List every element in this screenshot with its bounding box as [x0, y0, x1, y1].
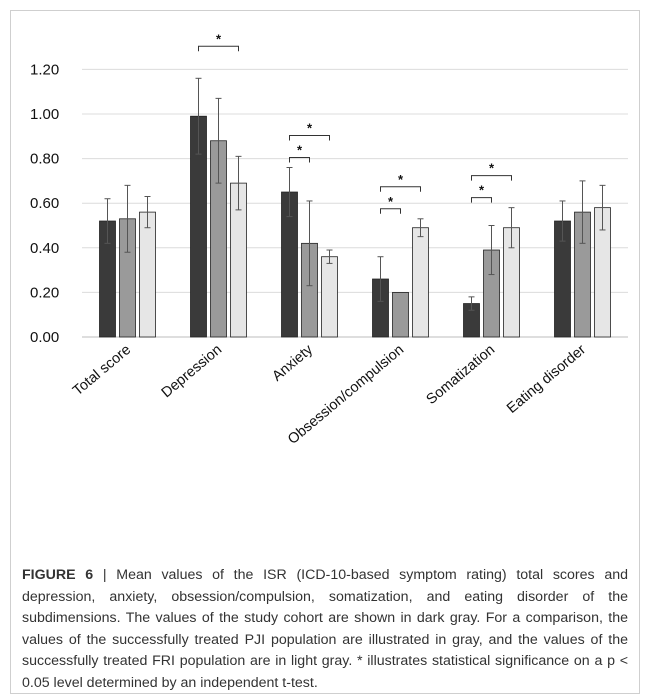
caption-separator: | [93, 567, 117, 583]
bar-chart: 0.00 0.20 0.40 0.60 0.80 1.00 1.20 * * * * * * * Total… [30, 31, 628, 448]
significance-star: * [307, 121, 313, 136]
significance-star: * [479, 183, 485, 198]
category-label: Somatization [424, 342, 499, 408]
significance-bracket [380, 186, 421, 192]
category-label: Depression [159, 342, 225, 401]
bar [392, 291, 409, 338]
bar [321, 256, 338, 338]
significance-star: * [489, 161, 495, 176]
significance-bracket [471, 197, 492, 203]
significance-star: * [398, 172, 404, 187]
significance-bracket [380, 208, 401, 214]
y-tick-label: 1.00 [30, 106, 59, 123]
bar [139, 211, 156, 338]
y-tick-label: 0.60 [30, 195, 59, 212]
significance-bracket [289, 157, 310, 163]
significance-bracket [289, 135, 330, 141]
y-tick-label: 0.20 [30, 284, 59, 301]
caption-text: Mean values of the ISR (ICD-10-based sym… [22, 567, 628, 691]
bar [412, 227, 429, 338]
y-tick-label: 0.80 [30, 151, 59, 168]
figure-caption: FIGURE 6 | Mean values of the ISR (ICD-1… [22, 565, 628, 694]
category-label: Eating disorder [504, 342, 589, 417]
significance-star: * [216, 31, 222, 46]
y-tick-label: 0.00 [30, 329, 59, 346]
category-label: Anxiety [269, 341, 316, 384]
y-tick-label: 0.40 [30, 240, 59, 257]
y-tick-label: 1.20 [30, 61, 59, 78]
significance-bracket [198, 45, 239, 52]
significance-star: * [297, 143, 303, 158]
significance-bracket [471, 175, 512, 181]
figure-frame [10, 10, 640, 694]
significance-star: * [388, 194, 394, 209]
category-label: Total score [70, 342, 134, 399]
caption-label: FIGURE 6 [22, 567, 94, 583]
